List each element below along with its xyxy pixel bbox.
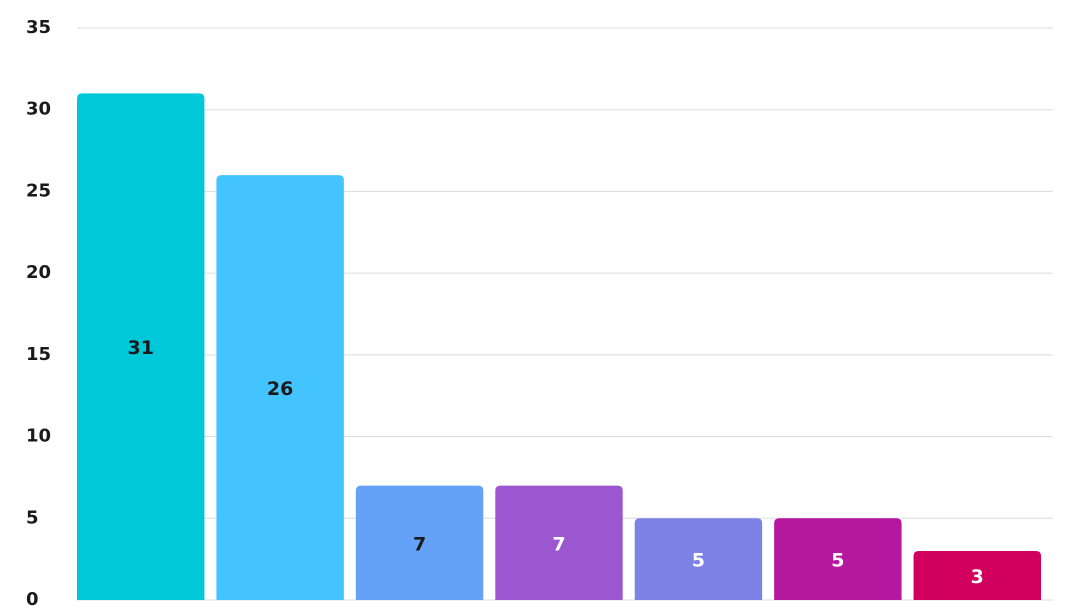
y-tick-label: 25 — [26, 180, 51, 201]
y-tick-label: 35 — [26, 17, 51, 38]
bar — [216, 175, 344, 601]
data-label: 5 — [831, 550, 844, 572]
data-label: 31 — [127, 337, 153, 359]
data-label: 7 — [413, 533, 426, 555]
bar — [355, 485, 484, 600]
data-label: 5 — [692, 550, 705, 572]
bar — [774, 518, 902, 600]
y-tick-label: 20 — [26, 262, 51, 283]
y-tick-label: 10 — [26, 426, 51, 447]
y-tick-label: 30 — [26, 99, 51, 120]
bar — [913, 550, 1041, 600]
y-tick-label: 15 — [26, 344, 51, 365]
data-label: 3 — [971, 566, 984, 588]
bar — [77, 93, 205, 600]
y-tick-label: 0 — [26, 589, 39, 610]
bar — [634, 518, 763, 600]
data-label: 7 — [552, 533, 565, 555]
data-label: 26 — [267, 378, 293, 400]
y-tick-label: 5 — [26, 507, 39, 528]
bar — [495, 485, 623, 600]
